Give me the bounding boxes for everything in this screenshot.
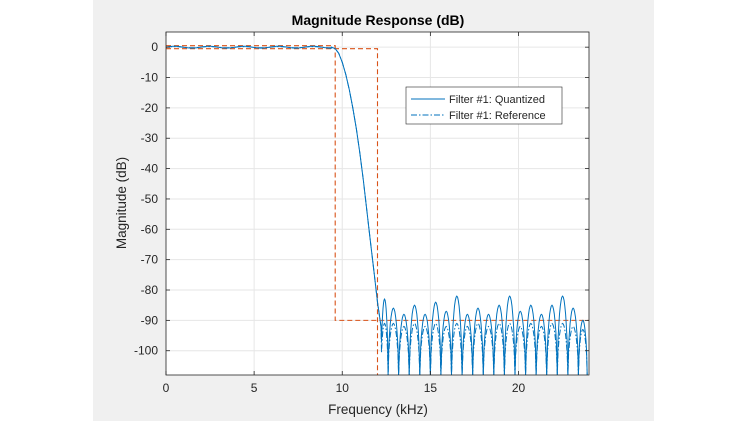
magnitude-response-chart: 0 5 10 15 20 0 -10 -20 -30 -40 -50 -60 -70 -80 -90 -100…: [114, 12, 590, 417]
series-reference-line: [166, 46, 588, 375]
y-tick-label: -30: [141, 131, 159, 145]
legend-label-reference: Filter #1: Reference: [449, 110, 546, 122]
y-axis-label: Magnitude (dB): [114, 157, 129, 249]
y-tick-label: -20: [141, 101, 159, 115]
series-group: [166, 45, 588, 375]
x-tick-label: 10: [336, 381, 350, 395]
x-axis-label: Frequency (kHz): [328, 402, 428, 417]
x-tick-label: 20: [512, 381, 526, 395]
x-tick-label: 15: [424, 381, 438, 395]
chart-title: Magnitude Response (dB): [292, 12, 465, 28]
design-mask: [166, 45, 589, 375]
legend-label-quantized: Filter #1: Quantized: [449, 94, 545, 106]
y-tick-label: -10: [141, 71, 159, 85]
figure-window: 0 5 10 15 20 0 -10 -20 -30 -40 -50 -60 -70 -80 -90 -100…: [93, 0, 654, 421]
y-tick-label: -60: [141, 222, 159, 236]
plot-frame: [165, 31, 590, 376]
y-tick-label: -70: [141, 253, 159, 267]
legend-box: [405, 86, 563, 125]
y-tick-label: -40: [141, 162, 159, 176]
mask-line: [166, 45, 589, 375]
y-tick-label: 0: [151, 40, 158, 54]
y-tick-label: -50: [141, 192, 159, 206]
x-tick-label: 5: [251, 381, 258, 395]
legend: Filter #1: Quantized Filter #1: Referenc…: [405, 86, 563, 125]
y-tick-label: -100: [134, 344, 158, 358]
y-tick-label: -80: [141, 283, 159, 297]
y-tick-label: -90: [141, 313, 159, 327]
x-tick-label: 0: [163, 381, 170, 395]
plot-area: [166, 32, 589, 375]
axis-ticks: 0 5 10 15 20 0 -10 -20 -30 -40 -50 -60 -70 -80 -90 -100: [134, 32, 589, 395]
